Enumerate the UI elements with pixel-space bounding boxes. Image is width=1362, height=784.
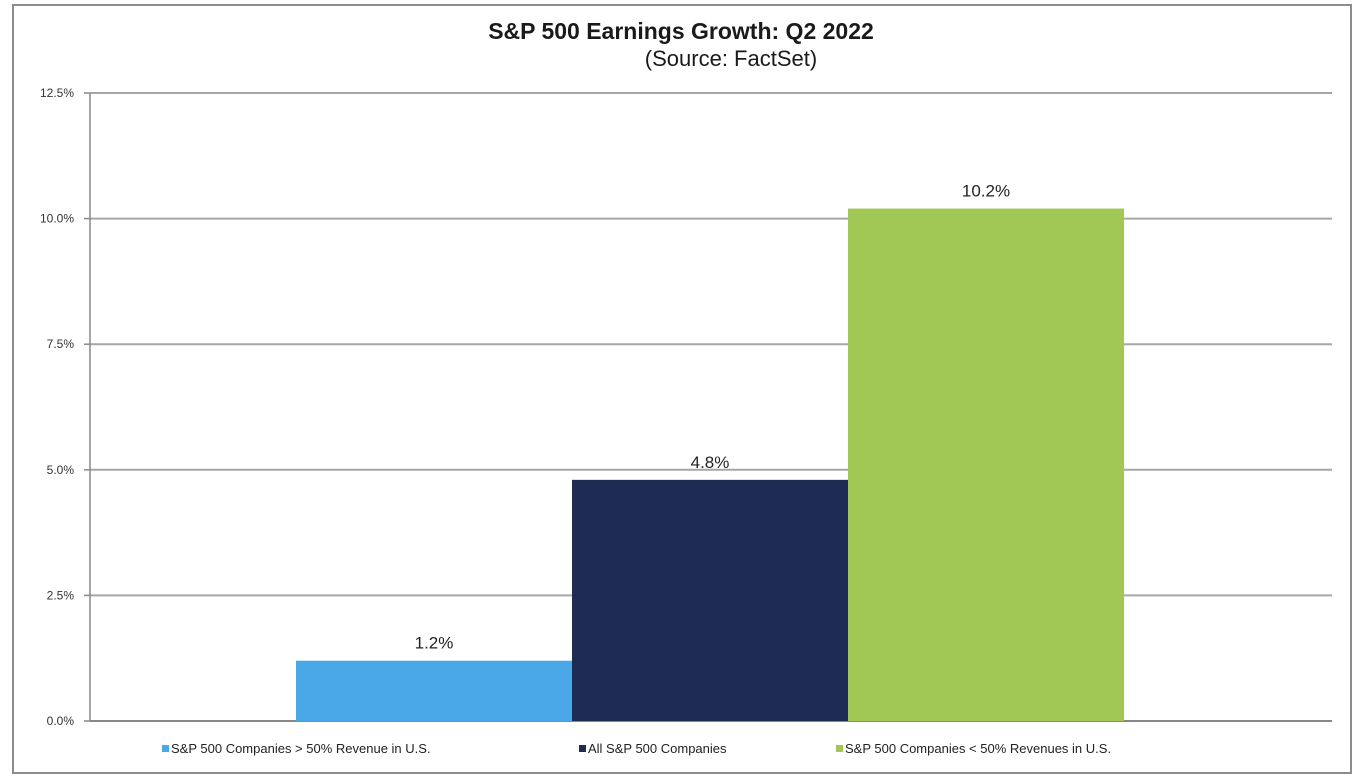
legend-swatch <box>579 745 586 752</box>
bar <box>848 208 1124 721</box>
y-tick-label: 7.5% <box>47 337 75 351</box>
legend-swatch <box>836 745 843 752</box>
data-label: 10.2% <box>962 182 1010 201</box>
chart-frame <box>12 4 1352 774</box>
chart-subtitle: (Source: FactSet) <box>644 46 818 71</box>
y-tick-label: 10.0% <box>40 212 74 226</box>
legend-label: S&P 500 Companies < 50% Revenues in U.S. <box>845 741 1111 756</box>
y-tick-label: 5.0% <box>47 463 75 477</box>
data-label: 4.8% <box>691 453 730 472</box>
legend-label: All S&P 500 Companies <box>588 741 727 756</box>
bar <box>296 660 572 721</box>
y-tick-label: 2.5% <box>47 588 75 602</box>
bar <box>572 479 848 721</box>
data-labels: 1.2% 4.8% 10.2% <box>415 182 1010 653</box>
y-tick-label: 12.5% <box>40 86 74 100</box>
legend-swatch <box>162 745 169 752</box>
chart-title: S&P 500 Earnings Growth: Q2 2022 <box>488 18 874 44</box>
y-tick-label: 0.0% <box>47 714 75 728</box>
data-label: 1.2% <box>415 634 454 653</box>
gridlines <box>90 92 1332 597</box>
legend-label: S&P 500 Companies > 50% Revenue in U.S. <box>171 741 431 756</box>
bars <box>296 208 1124 721</box>
legend: S&P 500 Companies > 50% Revenue in U.S. A… <box>162 741 1111 756</box>
